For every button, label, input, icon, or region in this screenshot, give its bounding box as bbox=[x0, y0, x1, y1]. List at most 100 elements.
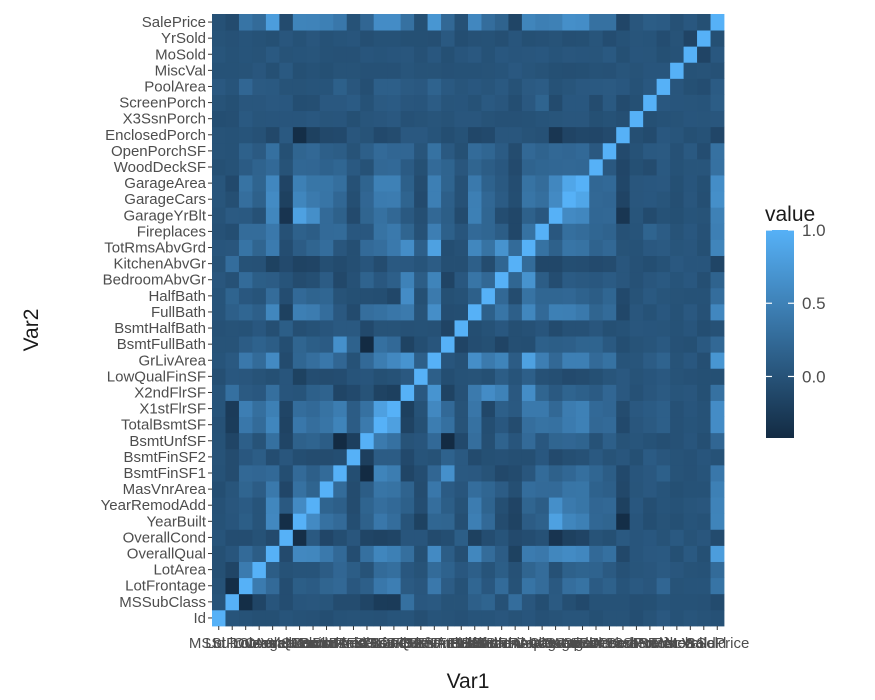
heatmap-cell bbox=[656, 384, 671, 401]
heatmap-cell bbox=[212, 223, 226, 240]
heatmap-cell bbox=[575, 545, 590, 562]
heatmap-cell bbox=[360, 448, 375, 466]
heatmap-cell bbox=[238, 303, 253, 321]
heatmap-cell bbox=[468, 78, 482, 95]
heatmap-cell bbox=[360, 142, 375, 160]
heatmap-cell bbox=[238, 432, 253, 450]
heatmap-cell bbox=[481, 400, 496, 418]
heatmap-cell bbox=[333, 593, 348, 611]
heatmap-cell bbox=[575, 110, 590, 128]
heatmap-cell bbox=[360, 561, 375, 579]
heatmap-cell bbox=[414, 545, 428, 562]
heatmap-cell bbox=[656, 14, 671, 31]
heatmap-cell bbox=[333, 126, 348, 144]
heatmap-cell bbox=[589, 62, 604, 79]
heatmap-cell bbox=[643, 46, 658, 63]
heatmap-cell bbox=[589, 239, 604, 256]
heatmap-cell bbox=[575, 336, 590, 353]
heatmap-cell bbox=[670, 545, 684, 562]
heatmap-cell bbox=[481, 368, 496, 385]
heatmap-cell bbox=[535, 110, 550, 128]
heatmap-cell bbox=[360, 577, 375, 595]
heatmap-cell bbox=[279, 110, 294, 128]
heatmap-cell bbox=[441, 513, 455, 530]
heatmap-cell bbox=[575, 287, 590, 305]
heatmap-cell bbox=[306, 432, 321, 450]
heatmap-cell bbox=[346, 513, 361, 530]
heatmap-cell bbox=[494, 448, 509, 466]
heatmap-cell bbox=[414, 416, 428, 434]
heatmap-cell bbox=[710, 320, 725, 337]
heatmap-cell bbox=[575, 191, 590, 208]
heatmap-cell bbox=[643, 336, 658, 353]
x-tick-label: TotRmsAbvGrd bbox=[478, 635, 580, 652]
heatmap-cell bbox=[279, 481, 294, 498]
heatmap-cell bbox=[697, 303, 711, 321]
heatmap-cell bbox=[683, 46, 698, 63]
heatmap-cell bbox=[548, 336, 563, 353]
heatmap-cell bbox=[656, 593, 671, 611]
heatmap-cell bbox=[468, 513, 482, 530]
heatmap-cell bbox=[697, 352, 711, 369]
heatmap-cell bbox=[441, 126, 455, 144]
heatmap-cell bbox=[441, 336, 455, 353]
y-tick-label: ScreenPorch bbox=[119, 95, 206, 112]
heatmap-cell bbox=[427, 513, 442, 530]
heatmap-cell bbox=[306, 30, 321, 47]
heatmap-cell bbox=[535, 432, 550, 450]
heatmap-cell bbox=[238, 384, 253, 401]
heatmap-cell bbox=[346, 448, 361, 466]
heatmap-cell bbox=[333, 609, 348, 627]
heatmap-cell bbox=[670, 271, 684, 289]
y-tick-label: YearBuilt bbox=[147, 513, 207, 530]
heatmap-cell bbox=[697, 529, 711, 546]
heatmap-cell bbox=[521, 448, 536, 466]
heatmap-cell bbox=[427, 287, 442, 305]
heatmap-cell bbox=[427, 271, 442, 289]
heatmap-cell bbox=[319, 464, 334, 482]
heatmap-cell bbox=[710, 94, 725, 112]
heatmap-cell bbox=[616, 287, 631, 305]
heatmap-cell bbox=[521, 223, 536, 240]
heatmap-cell bbox=[616, 368, 631, 385]
heatmap-cells bbox=[212, 14, 725, 627]
heatmap-cell bbox=[427, 191, 442, 208]
heatmap-cell bbox=[346, 287, 361, 305]
heatmap-cell bbox=[454, 593, 469, 611]
heatmap-cell bbox=[468, 593, 482, 611]
heatmap-cell bbox=[279, 46, 294, 63]
heatmap-cell bbox=[454, 464, 469, 482]
heatmap-cell bbox=[252, 94, 267, 112]
heatmap-cell bbox=[292, 14, 307, 31]
heatmap-cell bbox=[252, 30, 267, 47]
heatmap-cell bbox=[306, 400, 321, 418]
heatmap-cell bbox=[575, 577, 590, 595]
heatmap-cell bbox=[602, 78, 617, 95]
heatmap-cell bbox=[670, 255, 684, 273]
heatmap-cell bbox=[629, 287, 644, 305]
heatmap-cell bbox=[400, 303, 415, 321]
heatmap-cell bbox=[414, 271, 428, 289]
heatmap-cell bbox=[683, 545, 698, 562]
y-tick-label: MSSubClass bbox=[119, 594, 206, 611]
heatmap-cell bbox=[562, 513, 577, 530]
heatmap-cell bbox=[683, 352, 698, 369]
heatmap-cell bbox=[562, 384, 577, 401]
heatmap-cell bbox=[589, 529, 604, 546]
heatmap-cell bbox=[252, 320, 267, 337]
heatmap-cell bbox=[319, 352, 334, 369]
heatmap-cell bbox=[400, 223, 415, 240]
heatmap-cell bbox=[373, 352, 388, 369]
heatmap-cell bbox=[575, 46, 590, 63]
heatmap-cell bbox=[252, 175, 267, 192]
heatmap-cell bbox=[643, 432, 658, 450]
heatmap-cell bbox=[414, 207, 428, 224]
heatmap-cell bbox=[387, 609, 402, 627]
heatmap-cell bbox=[548, 62, 563, 79]
heatmap-cell bbox=[468, 561, 482, 579]
heatmap-cell bbox=[548, 368, 563, 385]
heatmap-cell bbox=[481, 142, 496, 160]
heatmap-cell bbox=[643, 255, 658, 273]
heatmap-cell bbox=[629, 464, 644, 482]
heatmap-cell bbox=[508, 384, 523, 401]
